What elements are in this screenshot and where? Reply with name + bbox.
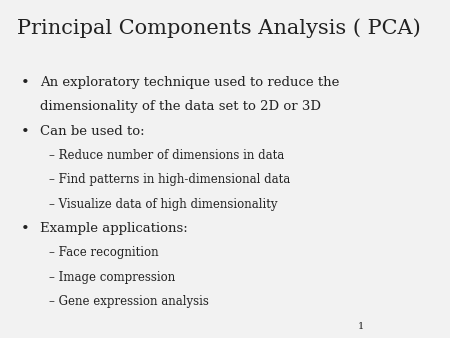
Text: An exploratory technique used to reduce the: An exploratory technique used to reduce …	[40, 76, 339, 89]
Text: •: •	[21, 222, 30, 236]
Text: – Find patterns in high-dimensional data: – Find patterns in high-dimensional data	[50, 173, 291, 186]
Text: Principal Components Analysis ( PCA): Principal Components Analysis ( PCA)	[17, 19, 421, 38]
Text: Can be used to:: Can be used to:	[40, 125, 144, 138]
Text: 1: 1	[358, 322, 364, 331]
Text: dimensionality of the data set to 2D or 3D: dimensionality of the data set to 2D or …	[40, 100, 321, 113]
Text: •: •	[21, 76, 30, 90]
Text: – Image compression: – Image compression	[50, 271, 176, 284]
Text: Example applications:: Example applications:	[40, 222, 188, 235]
Text: – Face recognition: – Face recognition	[50, 246, 159, 259]
Text: – Gene expression analysis: – Gene expression analysis	[50, 295, 209, 308]
Text: – Reduce number of dimensions in data: – Reduce number of dimensions in data	[50, 149, 284, 162]
Text: – Visualize data of high dimensionality: – Visualize data of high dimensionality	[50, 198, 278, 211]
Text: •: •	[21, 125, 30, 139]
